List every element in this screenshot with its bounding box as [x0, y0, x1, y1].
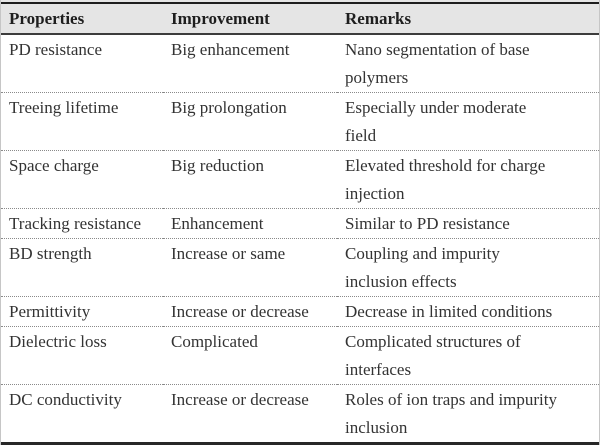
cell-property: Dielectric loss	[1, 326, 163, 385]
table-row: Space charge Big reduction Elevated thre…	[1, 150, 599, 209]
cell-remarks: Roles of ion traps and impurity inclusio…	[337, 384, 599, 444]
cell-improvement: Enhancement	[163, 208, 337, 239]
cell-property: BD strength	[1, 238, 163, 297]
column-header-remarks: Remarks	[337, 3, 599, 35]
cell-improvement: Increase or same	[163, 238, 337, 297]
cell-remarks: Nano segmentation of base polymers	[345, 40, 530, 87]
cell-remarks: Decrease in limited conditions	[337, 296, 599, 327]
cell-property: PD resistance	[9, 40, 103, 59]
table-row: DC conductivity Increase or decrease Rol…	[1, 384, 599, 444]
table-top-strip	[1, 0, 599, 2]
cell-remarks: Similar to PD resistance	[337, 208, 599, 239]
table-row: BD strength Increase or same Coupling an…	[1, 238, 599, 297]
table-row: Treeing lifetime Big prolongation Especi…	[1, 92, 599, 151]
column-header-improvement: Improvement	[163, 3, 337, 35]
cell-property: Treeing lifetime	[1, 92, 163, 151]
table-row: Permittivity Increase or decrease Decrea…	[1, 296, 599, 327]
cell-improvement: Big enhancement	[171, 40, 290, 59]
cell-improvement: Increase or decrease	[163, 384, 337, 444]
cell-remarks: Complicated structures of interfaces	[337, 326, 599, 385]
cell-property: Space charge	[1, 150, 163, 209]
cell-property: Permittivity	[1, 296, 163, 327]
table-header-row: Properties Improvement Remarks	[1, 3, 599, 35]
cell-improvement: Complicated	[163, 326, 337, 385]
table-row: Dielectric loss Complicated Complicated …	[1, 326, 599, 385]
column-header-properties: Properties	[1, 3, 163, 35]
table-row: PD resistance Big enhancement Nano segme…	[1, 34, 599, 93]
cell-remarks: Especially under moderate field	[337, 92, 599, 151]
cell-improvement: Big reduction	[163, 150, 337, 209]
cell-property: DC conductivity	[1, 384, 163, 444]
cell-remarks: Coupling and impurity inclusion effects	[337, 238, 599, 297]
cell-remarks: Elevated threshold for charge injection	[337, 150, 599, 209]
cell-improvement: Big prolongation	[163, 92, 337, 151]
cell-improvement: Increase or decrease	[163, 296, 337, 327]
table-row: Tracking resistance Enhancement Similar …	[1, 208, 599, 239]
cell-property: Tracking resistance	[1, 208, 163, 239]
